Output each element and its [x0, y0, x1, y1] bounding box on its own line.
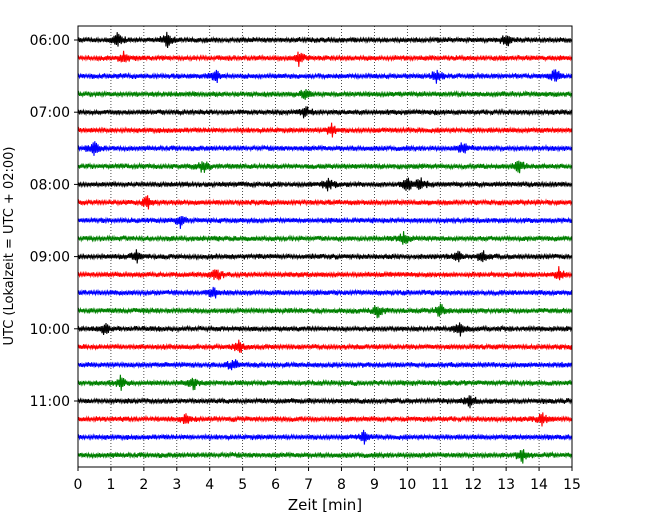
y-tick-label: 06:00	[30, 33, 70, 49]
trace-1145	[77, 449, 573, 464]
y-tick-label: 11:00	[30, 394, 70, 410]
trace-1015	[77, 339, 573, 353]
trace-0600	[77, 31, 573, 48]
trace-0815	[77, 195, 573, 210]
y-tick-label: 09:00	[30, 250, 70, 266]
x-tick-label: 12	[464, 477, 482, 493]
trace-0900	[77, 249, 573, 264]
y-tick-label: 07:00	[30, 105, 70, 121]
trace-0800	[77, 177, 573, 192]
x-tick-label: 5	[238, 477, 247, 493]
x-tick-label: 8	[337, 477, 346, 493]
x-tick-label: 11	[431, 477, 449, 493]
x-tick-label: 14	[530, 477, 548, 493]
trace-0930	[77, 286, 573, 299]
x-tick-label: 1	[106, 477, 115, 493]
x-tick-label: 3	[172, 477, 181, 493]
seismic-traces	[77, 31, 573, 464]
x-tick-label: 15	[563, 477, 581, 493]
x-tick-label: 10	[398, 477, 416, 493]
trace-0730	[77, 141, 573, 156]
x-tick-label: 6	[271, 477, 280, 493]
trace-0715	[77, 122, 573, 138]
y-axis-ticks: 06:00 07:00 08:00 09:00 10:00 11:00	[30, 33, 78, 410]
trace-1000	[77, 322, 573, 337]
trace-0845	[77, 231, 573, 245]
x-tick-label: 9	[370, 477, 379, 493]
trace-0630	[77, 69, 573, 84]
trace-0915	[77, 266, 573, 281]
trace-1100	[77, 395, 573, 409]
x-tick-label: 7	[304, 477, 313, 493]
x-tick-label: 4	[205, 477, 214, 493]
trace-1045	[77, 374, 573, 391]
trace-0615	[77, 50, 573, 67]
trace-0945	[77, 303, 573, 319]
trace-0700	[77, 106, 573, 119]
y-tick-label: 10:00	[30, 322, 70, 338]
trace-1130	[77, 429, 573, 445]
x-tick-label: 0	[74, 477, 83, 493]
x-tick-label: 2	[139, 477, 148, 493]
trace-0830	[77, 215, 573, 229]
trace-0645	[77, 88, 573, 100]
trace-1030	[77, 359, 573, 371]
y-tick-label: 08:00	[30, 177, 70, 193]
trace-0745	[77, 160, 573, 174]
x-tick-label: 13	[497, 477, 515, 493]
y-axis-label: UTC (Lokalzeit = UTC + 02:00)	[2, 147, 17, 346]
x-axis-label: Zeit [min]	[288, 496, 362, 514]
plot-frame	[77, 25, 573, 468]
trace-1115	[77, 412, 573, 427]
x-axis-ticks: 0 1 2 3 4 5 6 7 8 9 10 11 12 13 14 15	[74, 467, 581, 493]
